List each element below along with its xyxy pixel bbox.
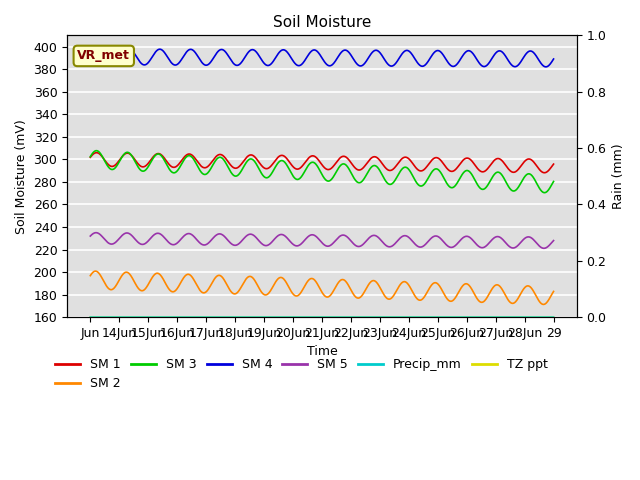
Legend: SM 1, SM 2, SM 3, SM 4, SM 5, Precip_mm, TZ ppt: SM 1, SM 2, SM 3, SM 4, SM 5, Precip_mm,… bbox=[51, 353, 553, 396]
Title: Soil Moisture: Soil Moisture bbox=[273, 15, 371, 30]
X-axis label: Time: Time bbox=[307, 346, 337, 359]
Text: VR_met: VR_met bbox=[77, 49, 130, 62]
Y-axis label: Soil Moisture (mV): Soil Moisture (mV) bbox=[15, 119, 28, 234]
Y-axis label: Rain (mm): Rain (mm) bbox=[612, 144, 625, 209]
